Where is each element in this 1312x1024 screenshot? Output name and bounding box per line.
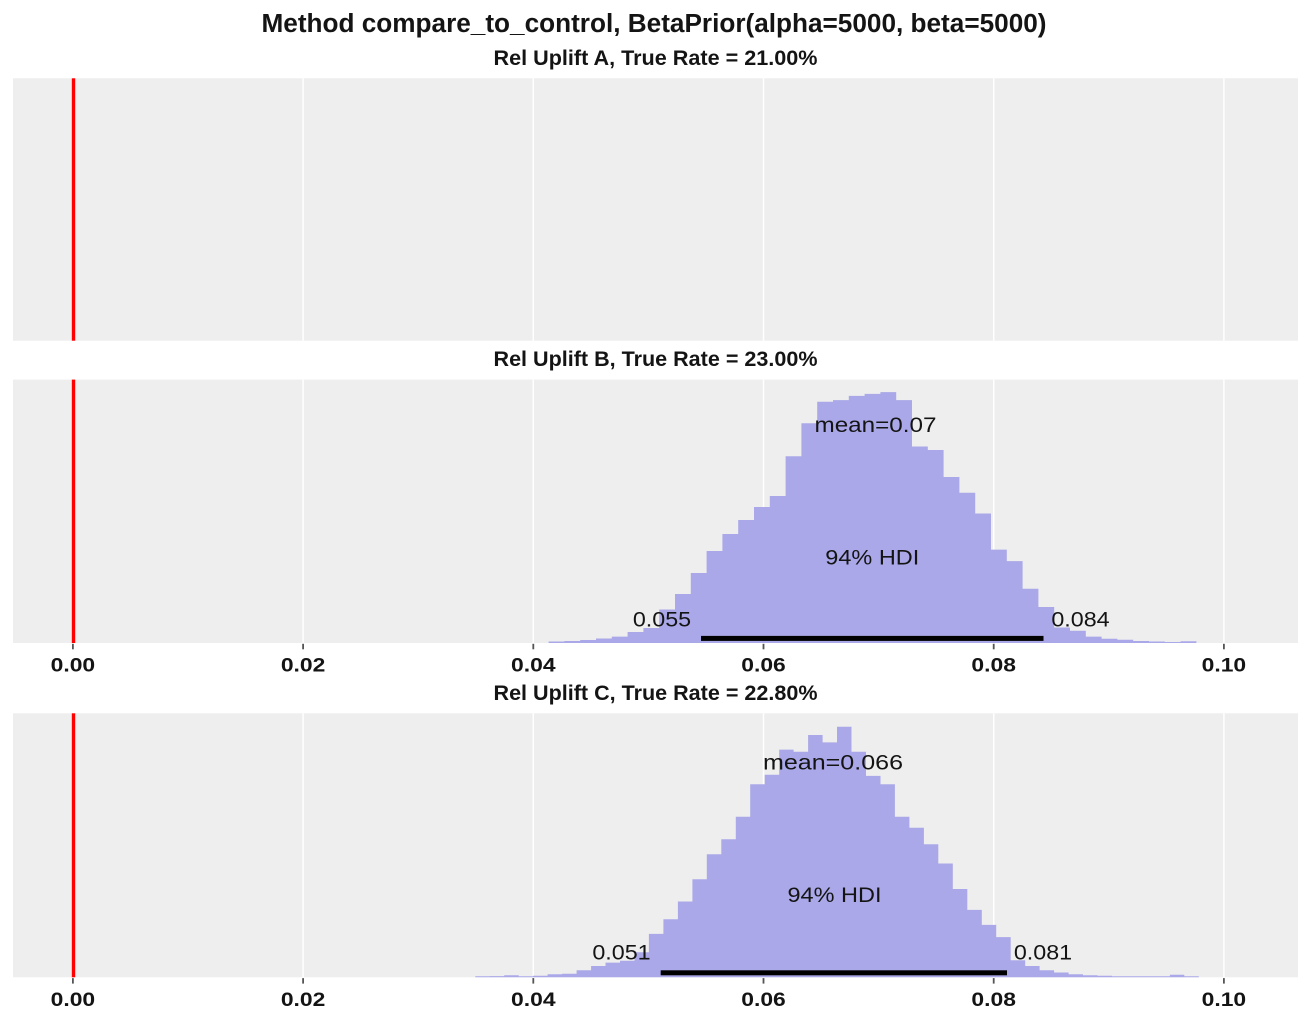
svg-text:mean=0.066: mean=0.066 — [763, 751, 903, 775]
svg-text:Rel Uplift C, True Rate = 22.8: Rel Uplift C, True Rate = 22.80% — [494, 682, 818, 705]
svg-text:mean=0.07: mean=0.07 — [815, 413, 937, 437]
svg-text:0.04: 0.04 — [511, 655, 556, 677]
svg-text:0.06: 0.06 — [741, 989, 786, 1011]
svg-text:0.04: 0.04 — [511, 989, 556, 1011]
svg-text:0.00: 0.00 — [51, 655, 96, 677]
svg-text:0.00: 0.00 — [51, 989, 96, 1011]
svg-text:0.055: 0.055 — [633, 607, 691, 631]
svg-text:0.10: 0.10 — [1202, 655, 1247, 677]
svg-text:Rel Uplift B, True Rate = 23.0: Rel Uplift B, True Rate = 23.00% — [494, 348, 818, 371]
svg-text:0.02: 0.02 — [281, 989, 326, 1011]
svg-text:0.081: 0.081 — [1014, 941, 1072, 965]
svg-text:94% HDI: 94% HDI — [825, 545, 919, 569]
svg-text:0.084: 0.084 — [1051, 607, 1109, 631]
svg-text:Method compare_to_control, Bet: Method compare_to_control, BetaPrior(alp… — [262, 10, 1047, 38]
svg-text:0.08: 0.08 — [971, 655, 1016, 677]
svg-text:0.10: 0.10 — [1202, 989, 1247, 1011]
svg-text:Rel Uplift A, True Rate = 21.0: Rel Uplift A, True Rate = 21.00% — [494, 47, 818, 70]
svg-text:0.02: 0.02 — [281, 655, 326, 677]
svg-text:0.06: 0.06 — [741, 655, 786, 677]
svg-text:0.08: 0.08 — [971, 989, 1016, 1011]
svg-text:0.051: 0.051 — [592, 941, 650, 965]
svg-text:94% HDI: 94% HDI — [788, 883, 882, 907]
